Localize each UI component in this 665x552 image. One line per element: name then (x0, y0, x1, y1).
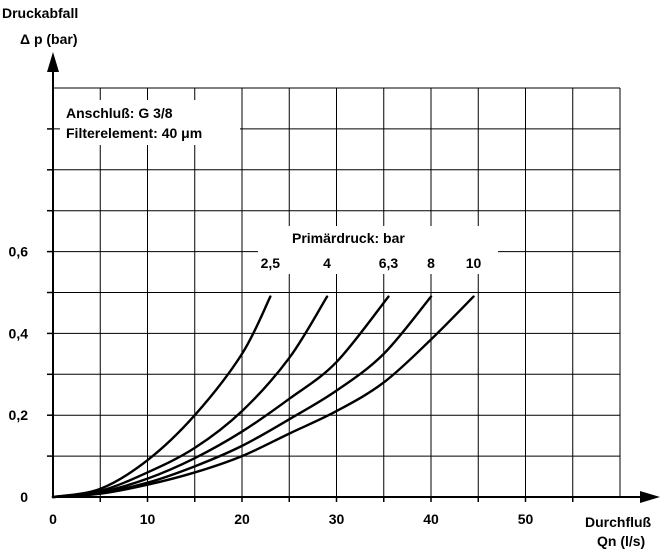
connection-annotation: Anschluß: G 3/8 (66, 105, 173, 121)
info-box-bg (60, 100, 240, 145)
filter-annotation: Filterelement: 40 μm (66, 125, 202, 141)
y-axis-arrow (47, 52, 59, 72)
series-label: 2,5 (261, 255, 281, 271)
axes: 0 10 20 30 40 50 0 0,2 0,4 0,6 (9, 52, 660, 527)
y-tick-label: 0,6 (9, 244, 29, 260)
x-tick-label: 50 (518, 511, 534, 527)
y-tick-label: 0,4 (9, 325, 29, 341)
x-tick-label: 0 (49, 511, 57, 527)
curves (51, 295, 475, 499)
series-label: 10 (466, 255, 482, 271)
x-tick-label: 40 (423, 511, 439, 527)
y-axis-title-line2: Δ p (bar) (20, 31, 78, 47)
series-label: 4 (323, 255, 331, 271)
series-curve (51, 295, 475, 499)
grid (53, 87, 621, 497)
legend-title: Primärdruck: bar (292, 230, 405, 246)
x-tick-label: 10 (140, 511, 156, 527)
series-labels: 2,5 4 6,3 8 10 (261, 255, 482, 271)
series-curve (51, 295, 329, 499)
x-axis-arrow (640, 491, 660, 503)
x-axis-title-line1: Durchfluß (585, 514, 652, 530)
x-axis-title-line2: Qn (l/s) (597, 533, 645, 549)
y-tick-label: 0 (20, 489, 28, 505)
series-curve (51, 295, 272, 499)
series-label: 6,3 (379, 255, 399, 271)
series-label: 8 (427, 255, 435, 271)
x-tick-label: 30 (329, 511, 345, 527)
legend-bg (258, 226, 498, 274)
x-tick-label: 20 (234, 511, 250, 527)
series-curve (51, 295, 390, 499)
y-axis-title-line1: Druckabfall (2, 5, 78, 21)
y-tick-label: 0,2 (9, 407, 29, 423)
